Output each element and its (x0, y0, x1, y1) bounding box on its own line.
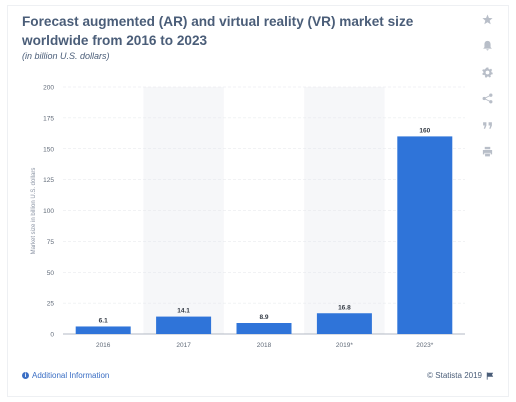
source-label: © Statista 2019 (427, 371, 482, 380)
flag-icon[interactable] (486, 371, 494, 380)
additional-information-label: Additional Information (32, 371, 110, 380)
data-label: 160 (419, 127, 430, 134)
data-label: 6.1 (99, 317, 108, 324)
x-tick-label: 2016 (96, 342, 111, 349)
data-label: 8.9 (259, 314, 268, 321)
print-icon[interactable] (476, 141, 498, 163)
x-tick-label: 2023* (416, 342, 433, 349)
bar[interactable] (156, 316, 212, 334)
share-icon[interactable] (476, 88, 498, 110)
chart-subtitle: (in billion U.S. dollars) (22, 51, 110, 61)
y-tick-label: 200 (43, 85, 54, 92)
y-axis-label: Market size in billion U.S. dollars (31, 168, 37, 255)
star-icon[interactable] (476, 8, 498, 30)
gear-icon[interactable] (476, 61, 498, 83)
y-tick-label: 175 (43, 115, 54, 122)
y-tick-label: 125 (43, 177, 54, 184)
data-label: 16.8 (338, 304, 351, 311)
bar[interactable] (236, 323, 292, 334)
bar[interactable] (397, 136, 453, 334)
y-tick-label: 25 (47, 301, 55, 308)
chart-title: Forecast augmented (AR) and virtual real… (22, 14, 414, 48)
bar[interactable] (316, 313, 372, 334)
bar[interactable] (75, 326, 131, 334)
quote-icon[interactable] (476, 114, 498, 136)
bell-icon[interactable] (476, 35, 498, 57)
x-tick-label: 2017 (176, 342, 191, 349)
x-tick-label: 2018 (257, 342, 272, 349)
y-tick-label: 75 (47, 239, 55, 246)
y-tick-label: 0 (50, 332, 54, 339)
sidebar-toolbar (476, 8, 498, 167)
y-tick-label: 50 (47, 270, 55, 277)
y-tick-label: 150 (43, 146, 54, 153)
data-label: 14.1 (177, 308, 190, 315)
y-tick-label: 100 (43, 208, 54, 215)
source-credit: © Statista 2019 (427, 371, 494, 380)
info-icon: i (22, 372, 29, 379)
additional-information-link[interactable]: i Additional Information (22, 371, 109, 380)
x-tick-label: 2019* (336, 342, 353, 349)
